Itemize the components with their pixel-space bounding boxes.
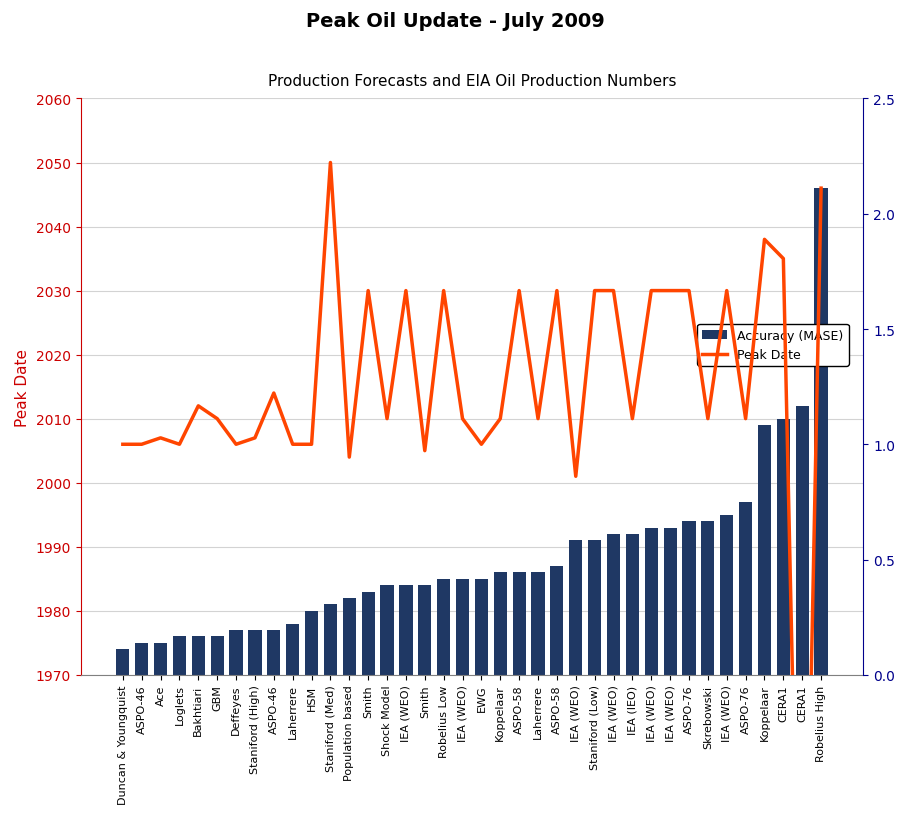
Bar (305, 611, 318, 675)
Bar (720, 515, 733, 675)
Bar (419, 586, 431, 675)
Bar (777, 419, 790, 675)
Bar (702, 522, 714, 675)
Bar (380, 586, 394, 675)
Bar (475, 579, 488, 675)
Bar (343, 598, 356, 675)
Bar (173, 636, 186, 675)
Bar (437, 579, 450, 675)
Bar (531, 572, 544, 675)
Bar (361, 592, 375, 675)
Bar (248, 630, 261, 675)
Bar (210, 636, 224, 675)
Bar (399, 586, 412, 675)
Bar (607, 534, 620, 675)
Bar (551, 566, 563, 675)
Bar (512, 572, 526, 675)
Bar (814, 189, 828, 675)
Bar (758, 426, 771, 675)
Bar (663, 528, 677, 675)
Text: Peak Oil Update - July 2009: Peak Oil Update - July 2009 (306, 12, 604, 31)
Bar (493, 572, 507, 675)
Bar (135, 643, 148, 675)
Bar (569, 541, 582, 675)
Bar (286, 624, 299, 675)
Bar (229, 630, 243, 675)
Title: Production Forecasts and EIA Oil Production Numbers: Production Forecasts and EIA Oil Product… (268, 74, 676, 88)
Bar (626, 534, 639, 675)
Bar (682, 522, 695, 675)
Bar (324, 604, 337, 675)
Bar (456, 579, 470, 675)
Bar (644, 528, 658, 675)
Bar (154, 643, 167, 675)
Legend: Accuracy (MASE), Peak Date: Accuracy (MASE), Peak Date (697, 324, 849, 367)
Bar (268, 630, 280, 675)
Bar (116, 649, 129, 675)
Bar (739, 502, 753, 675)
Bar (795, 406, 809, 675)
Bar (192, 636, 205, 675)
Bar (588, 541, 602, 675)
Y-axis label: Peak Date: Peak Date (15, 348, 30, 426)
